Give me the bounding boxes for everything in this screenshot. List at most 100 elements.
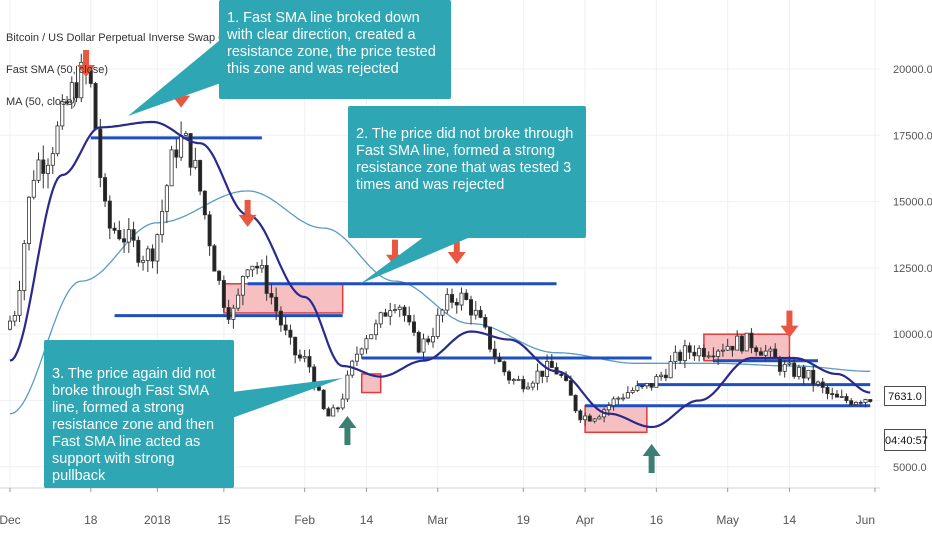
candle-body xyxy=(41,159,46,174)
down-arrow-icon xyxy=(77,50,96,77)
candle-body xyxy=(725,345,730,351)
time-tick-label: 18 xyxy=(84,513,98,527)
candle-body xyxy=(411,321,416,333)
candle-body xyxy=(668,361,673,379)
candle-body xyxy=(659,374,664,377)
candle-body xyxy=(801,366,806,379)
candle-body xyxy=(782,363,787,372)
down-arrow-shaft xyxy=(391,239,398,256)
candle-body xyxy=(297,354,302,359)
candle-body xyxy=(535,370,540,384)
annotation-text-3: 3. The price again did not broke through… xyxy=(52,366,216,484)
candle-body xyxy=(345,374,350,400)
candle-body xyxy=(136,239,141,263)
candle-body xyxy=(207,214,212,247)
candle-body xyxy=(407,315,412,323)
candle-body xyxy=(236,294,241,309)
candle-body xyxy=(849,400,854,405)
candle-body xyxy=(321,389,326,410)
candle-body xyxy=(701,347,706,358)
candle-body xyxy=(69,82,74,104)
candle-body xyxy=(302,356,307,359)
price-tick-label: 20000.0 xyxy=(893,64,932,76)
current-price-tag: 7631.0 xyxy=(884,386,926,406)
candle-body xyxy=(269,293,274,298)
candle-body xyxy=(507,371,512,381)
candle-body xyxy=(830,393,835,395)
candle-body xyxy=(335,407,340,410)
candle-body xyxy=(530,382,535,388)
candle-body xyxy=(526,386,531,390)
candle-body xyxy=(416,331,421,353)
candle-body xyxy=(625,392,630,399)
candle-body xyxy=(179,135,184,158)
candle-body xyxy=(678,351,683,361)
candle-body xyxy=(188,133,193,168)
candle-body xyxy=(739,335,744,352)
candle-body xyxy=(22,243,27,291)
time-tick-label: Mar xyxy=(427,513,448,527)
candle-body xyxy=(126,229,131,243)
down-arrow-shaft xyxy=(453,237,460,254)
down-arrow-shaft xyxy=(786,310,793,327)
candle-body xyxy=(483,317,488,328)
candle-body xyxy=(635,385,640,391)
candle-body xyxy=(160,211,165,236)
candle-body xyxy=(521,379,526,390)
up-arrow-shaft xyxy=(648,455,655,473)
candle-body xyxy=(844,396,849,402)
candle-body xyxy=(792,362,797,377)
candle-body xyxy=(426,338,431,343)
candle-body xyxy=(217,270,222,281)
price-tick-label: 10000.0 xyxy=(893,329,932,341)
candle-body xyxy=(692,351,697,357)
candle-body xyxy=(421,338,426,353)
candle-body xyxy=(117,229,122,240)
annotation-callout-1: 1. Fast SMA line broked down with clear … xyxy=(219,0,451,99)
candle-body xyxy=(55,125,60,155)
candle-body xyxy=(131,229,136,241)
candle-body xyxy=(255,265,260,269)
candle-body xyxy=(711,355,716,358)
candle-body xyxy=(112,227,117,231)
candle-body xyxy=(749,332,754,349)
candle-body xyxy=(212,245,217,272)
candle-body xyxy=(763,350,768,356)
down-arrow-head xyxy=(780,325,799,338)
candle-body xyxy=(806,369,811,379)
candle-body xyxy=(141,260,146,263)
time-tick-label: Dec xyxy=(0,513,21,527)
candle-body xyxy=(264,265,269,294)
candle-body xyxy=(640,385,645,388)
callout-pointer-1 xyxy=(128,40,235,116)
time-tick-label: 14 xyxy=(783,513,797,527)
candle-body xyxy=(654,376,659,388)
candle-body xyxy=(359,348,364,355)
candle-body xyxy=(825,387,830,394)
candle-body xyxy=(354,353,359,362)
candle-body xyxy=(231,307,236,320)
candle-body xyxy=(663,374,668,379)
candle-body xyxy=(540,370,545,377)
down-arrow-icon xyxy=(238,199,257,227)
price-tick-label: 12500.0 xyxy=(893,263,932,275)
candle-body xyxy=(288,329,293,338)
candle-body xyxy=(511,379,516,382)
candle-body xyxy=(687,345,692,353)
candle-body xyxy=(502,361,507,373)
candle-body xyxy=(402,306,407,316)
candle-body xyxy=(331,407,336,417)
candle-body xyxy=(274,296,279,312)
candle-body xyxy=(316,386,321,391)
candle-body xyxy=(183,133,188,136)
candle-body xyxy=(50,153,55,166)
candle-body xyxy=(93,83,98,130)
candle-body xyxy=(478,309,483,318)
candle-body xyxy=(397,306,402,310)
time-tick-label: 2018 xyxy=(144,513,171,527)
candle-body xyxy=(36,159,41,181)
candle-body xyxy=(445,294,450,311)
candle-body xyxy=(79,61,84,99)
candle-body xyxy=(621,397,626,400)
candle-body xyxy=(834,393,839,398)
